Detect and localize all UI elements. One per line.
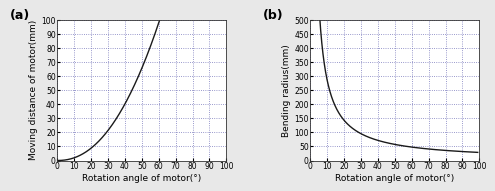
X-axis label: Rotation angle of motor(°): Rotation angle of motor(°) — [82, 174, 201, 183]
Y-axis label: Bending radius(mm): Bending radius(mm) — [283, 44, 292, 137]
Text: (a): (a) — [10, 9, 30, 22]
Y-axis label: Moving distance of motor(mm): Moving distance of motor(mm) — [30, 20, 39, 160]
Text: (b): (b) — [263, 9, 284, 22]
X-axis label: Rotation angle of motor(°): Rotation angle of motor(°) — [335, 174, 454, 183]
